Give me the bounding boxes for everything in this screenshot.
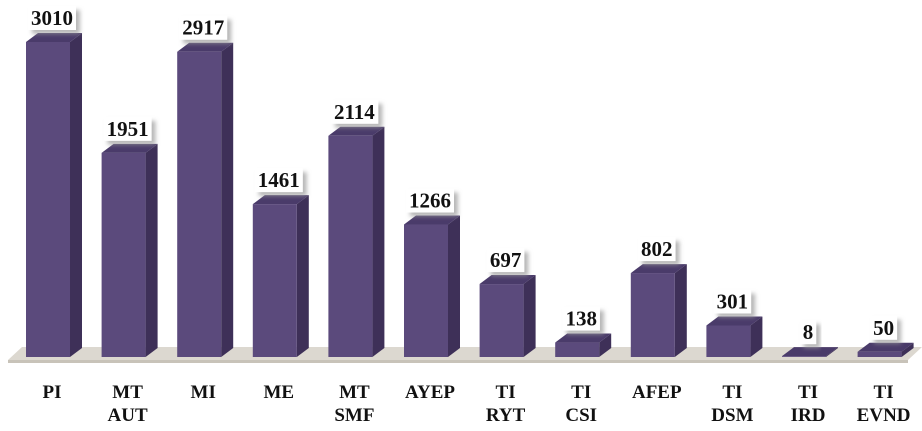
value-label: 1266: [409, 189, 451, 213]
bar: [328, 135, 373, 357]
x-tick-label: PI: [43, 382, 62, 403]
value-label: 301: [717, 290, 749, 314]
x-tick-label: AYEP: [405, 382, 455, 403]
x-tick-label: AFEP: [632, 382, 682, 403]
bar-side: [145, 143, 158, 357]
bar-top: [328, 126, 385, 136]
value-label-bg: [28, 6, 76, 30]
bar: [555, 342, 600, 357]
bar-top: [630, 264, 687, 274]
bar-top: [782, 347, 838, 357]
bar: [630, 273, 675, 357]
bar-top: [479, 275, 536, 285]
value-label-bg: [713, 289, 752, 314]
x-tick-label: ME: [263, 382, 294, 403]
x-tick-label: MI: [191, 382, 216, 403]
x-tick-label: TI: [496, 382, 516, 403]
x-tick-label: MT: [112, 382, 143, 403]
value-label: 8: [803, 320, 814, 344]
x-tick-label: MT: [339, 382, 370, 403]
value-label: 2114: [334, 100, 375, 124]
value-label-bg: [179, 15, 228, 40]
bar-side: [901, 342, 914, 357]
x-tick-label: RYT: [486, 405, 526, 426]
value-label-bg: [799, 320, 817, 345]
value-label: 697: [490, 248, 522, 272]
bar-top: [252, 195, 309, 205]
bar-side: [221, 42, 234, 358]
x-tick-label: CSI: [565, 405, 597, 426]
bar-side: [70, 33, 82, 357]
bar: [404, 224, 448, 357]
value-label: 802: [641, 237, 673, 261]
bar-side: [523, 275, 536, 357]
value-label: 2917: [182, 16, 224, 40]
x-tick-label: DSM: [711, 405, 753, 426]
bar-side: [448, 215, 460, 357]
bar: [252, 204, 297, 357]
value-label-bg: [330, 99, 379, 124]
bar-top: [706, 316, 763, 326]
x-tick-label: EVND: [857, 405, 911, 426]
value-label: 1951: [107, 117, 149, 141]
bar-top: [26, 33, 82, 42]
bar: [857, 351, 902, 357]
floor-edge: [8, 360, 908, 363]
bar-top: [101, 143, 158, 153]
bar: [26, 42, 70, 357]
x-tick-label: AUT: [108, 405, 148, 426]
x-tick-label: TI: [798, 382, 818, 403]
value-label-bg: [486, 248, 525, 273]
bar: [479, 284, 524, 357]
bar-side: [372, 126, 385, 357]
value-label: 3010: [31, 6, 73, 30]
value-label-bg: [406, 188, 454, 213]
bar-side: [674, 264, 687, 357]
bar-side: [826, 347, 838, 357]
value-label-bg: [103, 116, 152, 141]
value-label: 1461: [258, 168, 300, 192]
value-label-bg: [254, 168, 303, 193]
bar-top: [404, 215, 460, 225]
floor: [8, 347, 922, 360]
x-tick-label: TI: [874, 382, 894, 403]
bar-top: [555, 333, 612, 343]
value-label: 138: [565, 307, 597, 331]
bar: [782, 356, 826, 357]
bar: [101, 152, 146, 357]
bar-side: [750, 316, 763, 357]
bar: [706, 325, 751, 357]
value-label-bg: [870, 315, 898, 340]
bar-top: [177, 42, 234, 52]
bar-side: [296, 195, 309, 357]
bar-side: [599, 333, 612, 357]
bar: [177, 51, 222, 358]
value-label: 50: [873, 316, 894, 340]
x-tick-label: TI: [571, 382, 591, 403]
x-tick-label: SMF: [334, 405, 374, 426]
x-tick-label: IRD: [791, 405, 826, 426]
value-label-bg: [638, 237, 676, 262]
value-label-bg: [562, 306, 600, 331]
bar-top: [857, 342, 914, 352]
x-tick-label: TI: [722, 382, 742, 403]
